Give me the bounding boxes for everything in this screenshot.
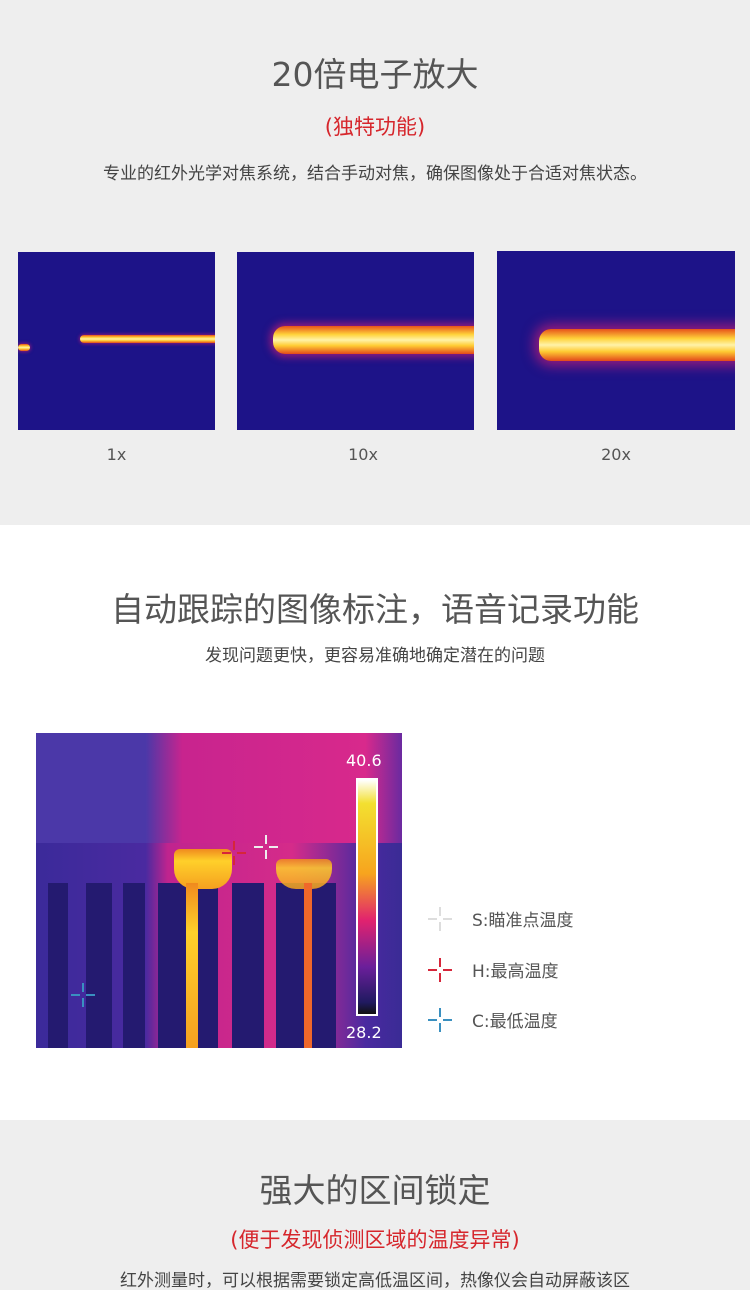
scale-min: 28.2 bbox=[346, 1023, 382, 1042]
legend-min-temp: C:最低温度 bbox=[428, 1007, 558, 1032]
crosshair-icon bbox=[428, 1007, 452, 1032]
section-description: 专业的红外光学对焦系统，结合手动对焦，确保图像处于合适对焦状态。 bbox=[103, 164, 647, 184]
section-title: 强大的区间锁定 bbox=[259, 1171, 491, 1210]
crosshair-icon bbox=[428, 957, 452, 982]
section-subtitle: (便于发现侦测区域的温度异常) bbox=[230, 1228, 520, 1252]
temperature-scale-bar bbox=[356, 778, 378, 1016]
zoom-label: 10x bbox=[348, 445, 378, 464]
section-description: 发现问题更快，更容易准确地确定潜在的问题 bbox=[205, 646, 545, 666]
zoom-section: 20倍电子放大 (独特功能) 专业的红外光学对焦系统，结合手动对焦，确保图像处于… bbox=[0, 0, 750, 525]
zoom-image-20x bbox=[497, 251, 735, 430]
legend-label: H:最高温度 bbox=[472, 962, 559, 982]
section-description: 红外测量时，可以根据需要锁定高低温区间，热像仪会自动屏蔽该区 bbox=[120, 1271, 630, 1291]
crosshair-icon bbox=[428, 906, 452, 931]
min-temp-crosshair-icon bbox=[71, 983, 95, 1007]
lock-section: 强大的区间锁定 (便于发现侦测区域的温度异常) 红外测量时，可以根据需要锁定高低… bbox=[0, 1120, 750, 1291]
section-title: 20倍电子放大 bbox=[271, 55, 479, 94]
zoom-label: 20x bbox=[601, 445, 631, 464]
tracking-section: 自动跟踪的图像标注，语音记录功能 发现问题更快，更容易准确地确定潜在的问题 40… bbox=[0, 525, 750, 1120]
max-temp-crosshair-icon bbox=[222, 841, 246, 865]
legend-label: S:瞄准点温度 bbox=[472, 911, 574, 931]
legend-max-temp: H:最高温度 bbox=[428, 957, 559, 982]
legend-label: C:最低温度 bbox=[472, 1012, 558, 1032]
section-subtitle: (独特功能) bbox=[324, 115, 426, 139]
legend-aim-point: S:瞄准点温度 bbox=[428, 906, 574, 931]
scale-max: 40.6 bbox=[346, 751, 382, 770]
zoom-label: 1x bbox=[106, 445, 127, 464]
aim-point-crosshair-icon bbox=[254, 835, 278, 859]
zoom-image-1x bbox=[18, 252, 215, 430]
section-title: 自动跟踪的图像标注，语音记录功能 bbox=[111, 590, 639, 629]
thermal-image: 40.6 28.2 bbox=[36, 733, 402, 1048]
zoom-image-10x bbox=[237, 252, 474, 430]
